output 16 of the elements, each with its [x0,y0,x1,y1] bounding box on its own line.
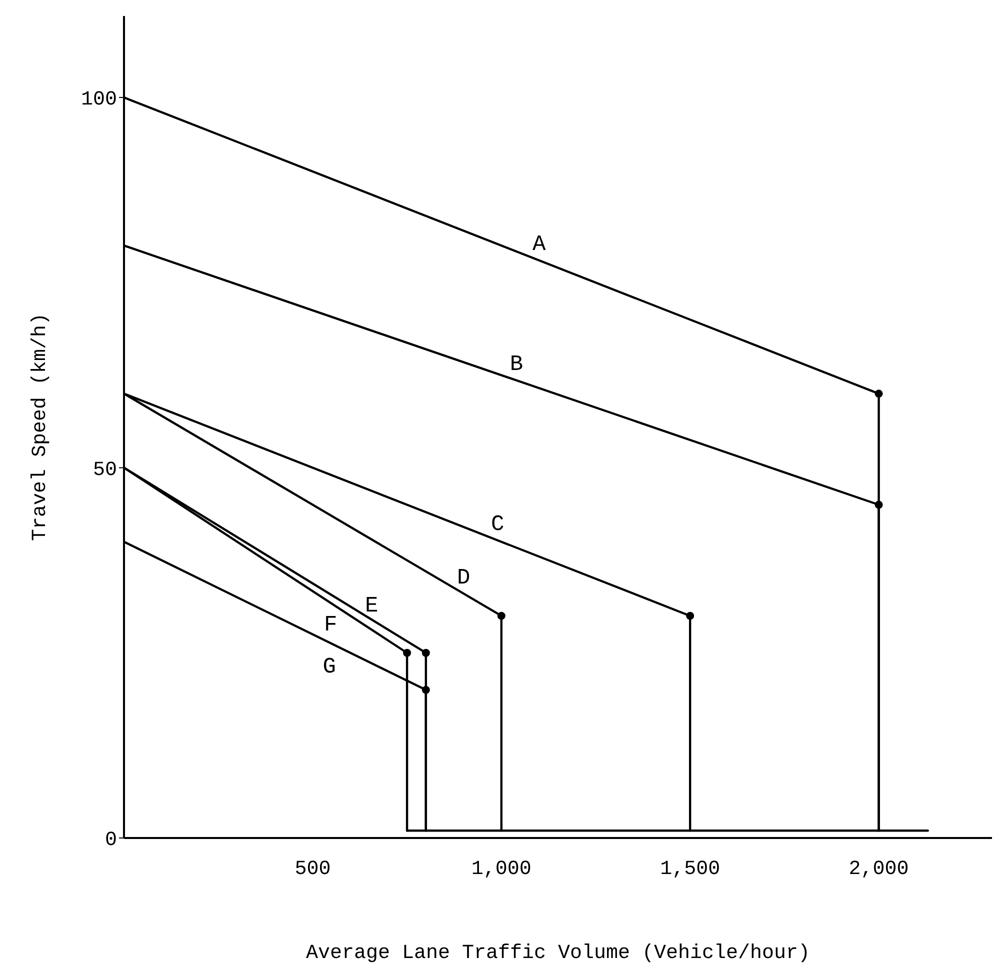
y-tick-label: 50 [92,458,117,482]
y-axis-title: Travel Speed (km/h) [29,312,52,542]
series-label: F [324,612,338,638]
y-tick-label: 100 [80,88,117,112]
y-tick-label: 0 [104,829,117,852]
x-tick-label: 1,500 [660,858,720,882]
series-label: E [364,593,378,618]
series-label: A [532,232,547,258]
series-label: B [510,352,524,378]
series-label: D [457,565,470,590]
x-tick-label: 500 [294,858,331,882]
series-label: C [491,512,504,538]
x-tick-label: 1,000 [471,858,532,882]
x-axis-title: Average Lane Traffic Volume (Vehicle/hour) [306,942,810,965]
series-label: G [322,654,336,680]
x-tick-label: 2,000 [848,858,909,882]
